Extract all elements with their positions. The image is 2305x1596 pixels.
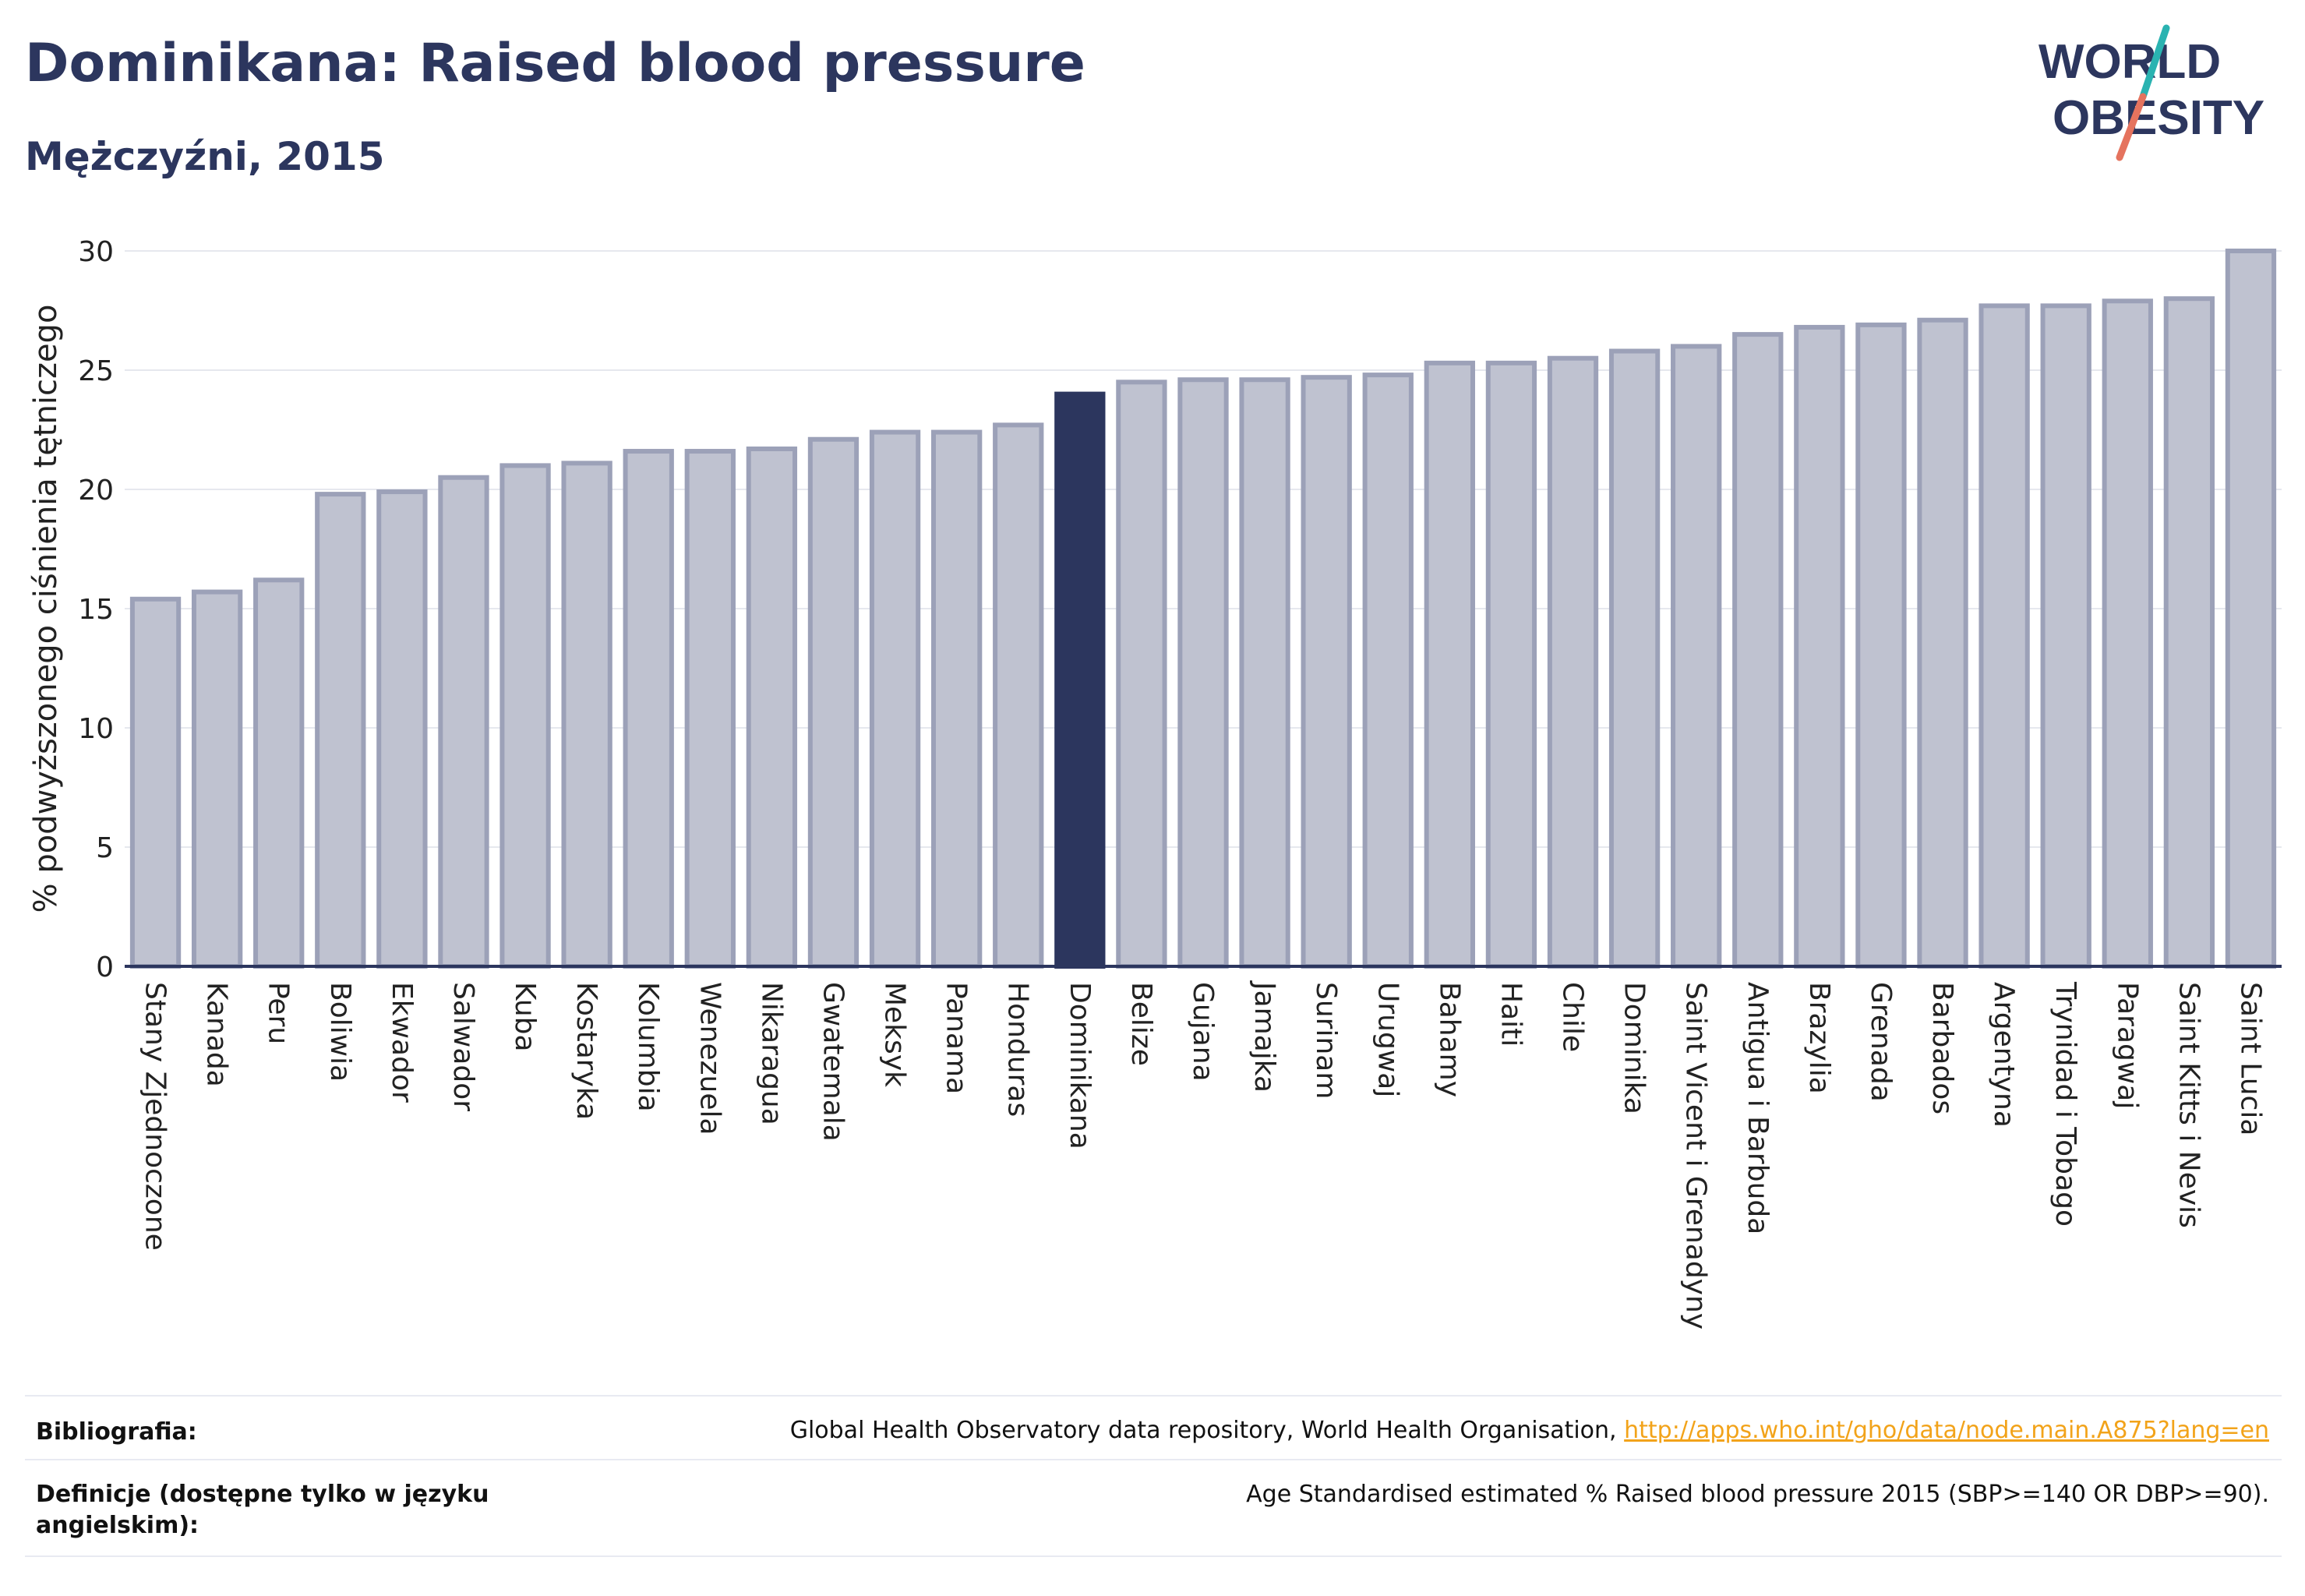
x-tick-label: Grenada [1865,982,1897,1102]
x-tick-label: Trynidad i Tobago [2049,981,2081,1227]
bar [253,577,305,969]
bibliography-value: Global Health Observatory data repositor… [790,1417,2269,1444]
bar [2102,298,2153,969]
x-tick-label: Haiti [1495,982,1527,1047]
bibliography-text: Global Health Observatory data repositor… [789,1417,1617,1444]
y-axis-label: % podwyższonego ciśnienia tętniczego [28,305,64,913]
footer-divider-top [25,1395,2282,1396]
bar [315,492,366,969]
y-tick-label: 0 [96,952,114,983]
logo-slash-coral [2116,93,2147,161]
x-tick-label: Antigua i Barbuda [1742,982,1774,1234]
x-tick-label: Kuba [509,982,541,1052]
bar-chart: 0 5 10 15 20 25 30 % podwyższonego ciśnienia tę… [28,236,2282,1329]
x-tick-label: Nikaragua [755,982,787,1125]
x-tick-label: Saint Vicent i Grenadyny [1680,982,1712,1329]
x-tick-label: Paragwaj [2111,982,2143,1109]
y-tick-label: 15 [78,594,114,626]
y-tick-label: 25 [78,355,114,387]
x-tick-label: Urugwaj [1371,982,1403,1097]
bar [561,461,612,969]
x-tick-label: Barbados [1926,982,1958,1114]
bar [1177,377,1229,969]
bar [1671,344,1722,969]
chart-subtitle: Mężczyźni, 2015 [25,134,385,179]
bar [1917,317,1968,969]
logo-line1: WORLD [2038,35,2221,89]
x-tick-label: Salwador [447,982,479,1111]
bar [191,589,243,969]
bar [2225,249,2277,969]
x-tick-label: Jamajka [1248,980,1280,1093]
bar [1239,377,1290,969]
bibliography-link[interactable]: http://apps.who.int/gho/data/node.main.A… [1624,1417,2269,1444]
bar [746,446,798,969]
bar [869,429,921,969]
x-tick-label: Peru [263,982,295,1044]
definitions-value: Age Standardised estimated % Raised bloo… [1246,1481,2269,1508]
bar [499,463,551,969]
footer-divider-bottom [25,1555,2282,1557]
bibliography-label: Bibliografia: [36,1418,197,1446]
bar [1978,303,2030,969]
bar [438,475,489,969]
bar [1794,324,1845,969]
x-tick-label: Meksyk [879,982,911,1087]
x-tick-label: Kanada [201,982,233,1087]
chart-title: Dominikana: Raised blood pressure [25,33,1085,94]
x-tick-label: Dominika [1618,982,1650,1114]
x-tick-label: Argentyna [1988,982,2020,1128]
x-tick-label: Saint Kitts i Nevis [2173,982,2204,1228]
footer-divider-middle [25,1459,2282,1460]
x-tick-label: Gwatemala [817,982,849,1142]
x-tick-label: Boliwia [324,982,356,1082]
y-tick-label: 10 [78,713,114,745]
logo-line2: OBESITY [2053,91,2264,145]
bar [1732,332,1784,969]
y-tick-label: 30 [78,236,114,268]
x-tick-label: Kostaryka [570,982,602,1120]
x-tick-label: Dominikana [1064,982,1096,1149]
bar [1608,348,1661,969]
bar [807,436,860,969]
bar [623,449,674,969]
x-tick-label: Surinam [1310,982,1342,1099]
bar [1485,360,1537,969]
x-tick-label: Saint Lucia [2234,982,2266,1135]
x-tick-label: Wenezuela [694,982,725,1135]
x-tick-label: Ekwador [386,982,418,1103]
x-tick-label: Chile [1557,982,1589,1052]
logo-slash-teal [2139,24,2170,101]
bar [2163,296,2215,969]
x-tick-label: Brazylia [1803,982,1835,1094]
x-tick-label: Belize [1125,982,1157,1066]
bar [1301,375,1352,969]
bar [993,422,1044,969]
y-tick-label: 20 [78,475,114,507]
x-tick-label: Kolumbia [632,982,664,1112]
x-tick-label: Panama [941,982,972,1094]
y-tick-label: 5 [96,832,114,864]
bar [2040,303,2091,969]
x-tick-label: Gujana [1187,982,1219,1082]
bar [129,596,182,969]
bar [1424,360,1475,969]
definitions-label: Definicje (dostępne tylko w języku angie… [36,1481,489,1539]
bar [1116,380,1167,969]
world-obesity-logo: WORLD OBESITY [2038,24,2264,161]
bar [684,449,736,969]
x-tick-label: Honduras [1002,982,1034,1117]
x-tick-label: Bahamy [1433,982,1465,1097]
bar [1547,355,1599,969]
highlighted-bar [1054,391,1106,969]
bar [1362,373,1414,969]
bar [931,429,983,969]
bar [376,489,428,969]
bar [1855,322,1907,969]
x-tick-label: Stany Zjednoczone [139,982,171,1251]
